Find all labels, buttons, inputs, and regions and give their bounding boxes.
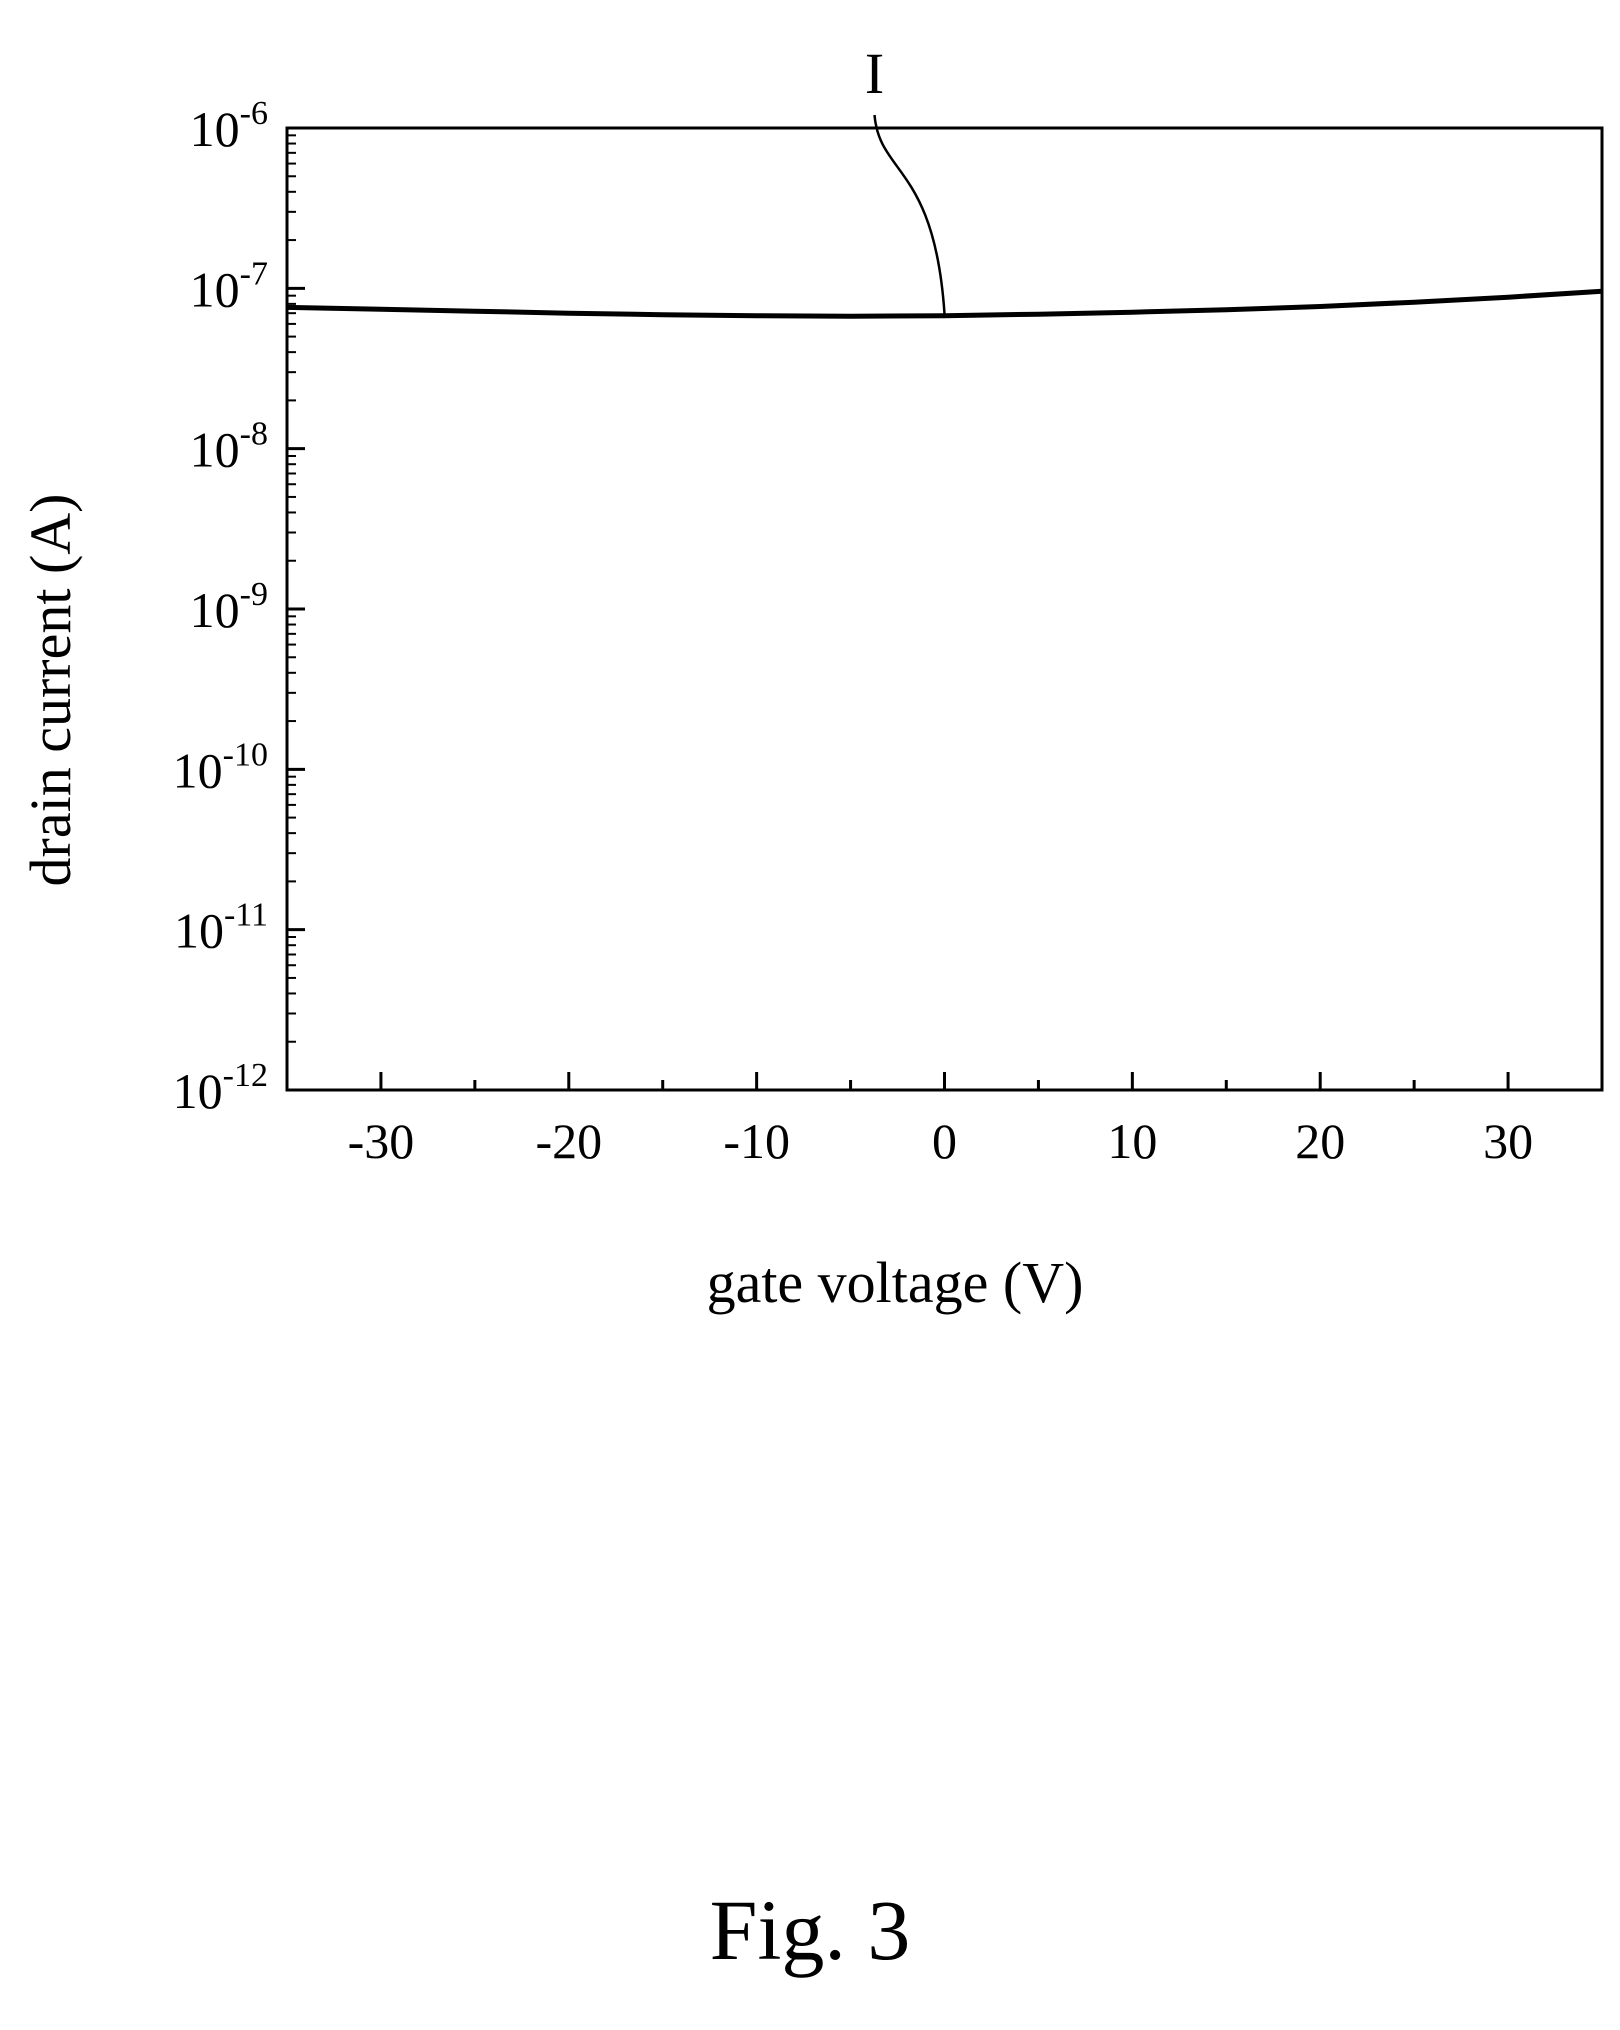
y-tick-base: 10 bbox=[173, 1063, 223, 1119]
y-tick-label: 10-9 bbox=[190, 576, 268, 638]
y-tick-exponent: -7 bbox=[240, 255, 268, 292]
y-axis-label: drain current (A) bbox=[18, 494, 83, 887]
y-tick-base: 10 bbox=[190, 261, 240, 317]
y-tick-base: 10 bbox=[190, 582, 240, 638]
y-tick-label: 10-6 bbox=[190, 95, 268, 157]
x-tick-label: 20 bbox=[1295, 1113, 1345, 1169]
y-tick-exponent: -8 bbox=[240, 416, 268, 453]
plot-frame bbox=[285, 126, 1604, 1092]
y-tick-base: 10 bbox=[190, 422, 240, 478]
series-layer bbox=[286, 288, 1603, 319]
x-tick-label: -10 bbox=[723, 1113, 790, 1169]
y-tick-label: 10-10 bbox=[173, 736, 268, 798]
x-axis-label: gate voltage (V) bbox=[707, 1250, 1084, 1315]
y-tick-exponent: -9 bbox=[240, 576, 268, 613]
y-tick-base: 10 bbox=[173, 742, 223, 798]
y-tick-base: 10 bbox=[174, 903, 224, 959]
x-axis-ticks: -30 -20 -10 0 10 20 30 bbox=[348, 1072, 1533, 1169]
y-tick-exponent: -12 bbox=[223, 1057, 268, 1094]
y-tick-exponent: -11 bbox=[224, 897, 268, 934]
x-tick-label: 10 bbox=[1107, 1113, 1157, 1169]
y-tick-exponent: -6 bbox=[240, 95, 268, 132]
x-tick-label: 30 bbox=[1483, 1113, 1533, 1169]
y-tick-label: 10-12 bbox=[173, 1057, 268, 1119]
series-line bbox=[286, 288, 1603, 319]
figure-caption: Fig. 3 bbox=[709, 1882, 911, 1978]
annotation-leader-line bbox=[873, 114, 946, 314]
annotation-layer: I bbox=[865, 41, 946, 314]
y-tick-label: 10-11 bbox=[174, 897, 268, 959]
x-tick-label: 0 bbox=[932, 1113, 957, 1169]
series-annotation-label: I bbox=[865, 41, 884, 106]
y-tick-label: 10-7 bbox=[190, 255, 268, 317]
x-tick-label: -30 bbox=[348, 1113, 415, 1169]
y-tick-exponent: -10 bbox=[223, 736, 268, 773]
y-tick-label: 10-8 bbox=[190, 416, 268, 478]
y-tick-base: 10 bbox=[190, 101, 240, 157]
x-tick-label: -20 bbox=[535, 1113, 602, 1169]
